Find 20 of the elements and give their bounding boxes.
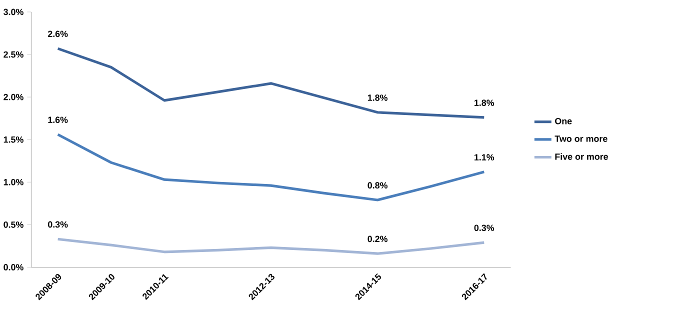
y-tick-label: 2.5% <box>4 51 24 58</box>
line-series <box>56 238 486 255</box>
data-label: 2.6% <box>48 30 68 38</box>
data-label: 1.8% <box>474 100 494 106</box>
y-tick-label: 1.0% <box>4 178 24 186</box>
data-label: 1.6% <box>48 116 68 123</box>
y-tick-label: 3.0% <box>4 8 24 16</box>
data-label: 0.3% <box>474 224 494 232</box>
legend-label: Two or more <box>554 136 608 142</box>
y-tick-label: 0.5% <box>4 221 24 228</box>
data-label: 1.1% <box>474 154 494 160</box>
data-label: 1.8% <box>368 94 388 101</box>
data-label: 0.3% <box>48 221 68 228</box>
data-label: 0.8% <box>368 182 388 189</box>
y-tick-label: 1.5% <box>4 136 24 143</box>
y-tick-label: 2.0% <box>4 94 24 100</box>
legend-label: Five or more <box>555 153 608 160</box>
legend-label: One <box>555 118 572 124</box>
y-tick-label: 0.0% <box>4 264 24 270</box>
data-label: 0.2% <box>368 236 388 242</box>
